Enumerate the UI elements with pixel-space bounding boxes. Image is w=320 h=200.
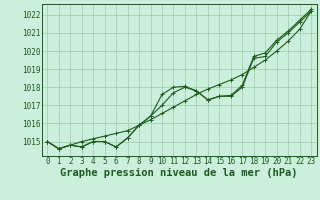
X-axis label: Graphe pression niveau de la mer (hPa): Graphe pression niveau de la mer (hPa) [60,168,298,178]
